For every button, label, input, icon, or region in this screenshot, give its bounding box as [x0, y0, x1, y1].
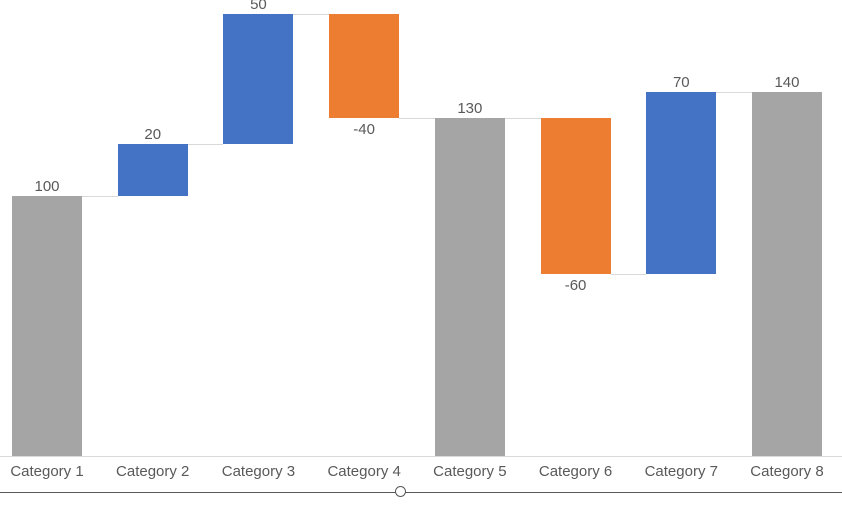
category-axis-label-4: Category 4	[327, 463, 401, 480]
category-axis-label-2: Category 2	[116, 463, 190, 480]
connector-line-7	[716, 92, 752, 93]
data-label-3: 50	[250, 0, 267, 13]
chart-selection-border-bottom	[0, 491, 842, 493]
category-axis-label-6: Category 6	[538, 463, 613, 480]
category-axis-line	[0, 456, 842, 457]
connector-line-3	[293, 14, 330, 15]
connector-line-4	[399, 118, 435, 119]
waterfall-bar-3[interactable]	[223, 14, 294, 144]
waterfall-bar-8[interactable]	[751, 92, 822, 456]
data-label-5: 130	[457, 100, 483, 117]
waterfall-bar-2[interactable]	[117, 144, 188, 196]
category-axis-label-5: Category 5	[433, 463, 507, 480]
category-axis-label-8: Category 8	[750, 463, 824, 480]
connector-line-5	[504, 118, 541, 119]
data-label-1: 100	[34, 178, 60, 195]
waterfall-bar-1[interactable]	[12, 196, 82, 456]
connector-line-6	[610, 274, 647, 275]
resize-handle[interactable]	[395, 486, 406, 497]
data-label-4: -40	[353, 121, 375, 138]
waterfall-bar-6[interactable]	[540, 118, 611, 274]
data-label-8: 140	[774, 74, 800, 91]
data-label-7: 70	[672, 74, 690, 91]
category-axis-label-3: Category 3	[221, 463, 296, 480]
data-label-6: -60	[564, 277, 587, 294]
category-axis-label-7: Category 7	[644, 463, 718, 480]
waterfall-bar-4[interactable]	[329, 14, 400, 118]
waterfall-bar-7[interactable]	[646, 92, 717, 274]
connector-line-2	[187, 144, 224, 145]
waterfall-bar-5[interactable]	[434, 118, 505, 456]
category-axis-label-1: Category 1	[10, 463, 84, 480]
data-label-2: 20	[144, 126, 162, 143]
connector-line-1	[82, 196, 118, 197]
